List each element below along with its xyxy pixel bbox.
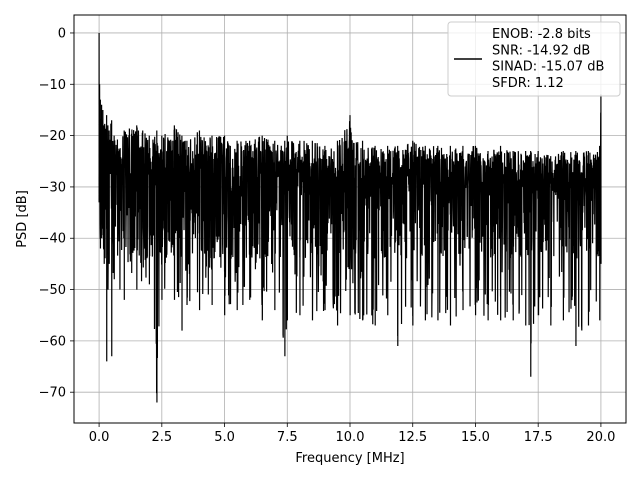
psd-series-line bbox=[98, 32, 602, 403]
y-tick-label-7: −70 bbox=[39, 386, 66, 401]
x-tick-label-0: 0.0 bbox=[89, 430, 110, 445]
x-tick-label-6: 15.0 bbox=[461, 430, 490, 445]
legend-entry-sinad: SINAD: -15.07 dB bbox=[492, 60, 604, 75]
x-tick-label-7: 17.5 bbox=[524, 430, 553, 445]
y-tick-label-4: −40 bbox=[39, 232, 66, 247]
x-axis-label: Frequency [MHz] bbox=[295, 451, 404, 466]
y-tick-label-0: 0 bbox=[58, 26, 66, 41]
x-tick-label-8: 20.0 bbox=[586, 430, 615, 445]
legend-box bbox=[447, 21, 621, 97]
legend-entry-enob: ENOB: -2.8 bits bbox=[492, 27, 591, 42]
legend-entry-sfdr: SFDR: 1.12 bbox=[492, 76, 564, 91]
legend: ENOB: -2.8 bits SNR: -14.92 dB SINAD: -1… bbox=[447, 21, 621, 97]
x-tick-label-2: 5.0 bbox=[214, 430, 235, 445]
y-ticks: 0 −10 −20 −30 −40 −50 −60 −70 bbox=[39, 26, 74, 401]
y-tick-label-3: −30 bbox=[39, 180, 66, 195]
y-tick-label-1: −10 bbox=[39, 78, 66, 93]
x-tick-label-4: 10.0 bbox=[336, 430, 365, 445]
x-tick-label-3: 7.5 bbox=[277, 430, 298, 445]
x-tick-label-1: 2.5 bbox=[151, 430, 172, 445]
legend-entry-snr: SNR: -14.92 dB bbox=[492, 43, 590, 58]
data-series bbox=[98, 32, 602, 403]
y-axis-label: PSD [dB] bbox=[15, 190, 30, 248]
x-tick-label-5: 12.5 bbox=[398, 430, 427, 445]
y-tick-label-6: −60 bbox=[39, 334, 66, 349]
x-ticks: 0.0 2.5 5.0 7.5 10.0 12.5 15.0 17.5 20.0 bbox=[89, 423, 615, 445]
y-tick-label-2: −20 bbox=[39, 129, 66, 144]
y-tick-label-5: −50 bbox=[39, 283, 66, 298]
